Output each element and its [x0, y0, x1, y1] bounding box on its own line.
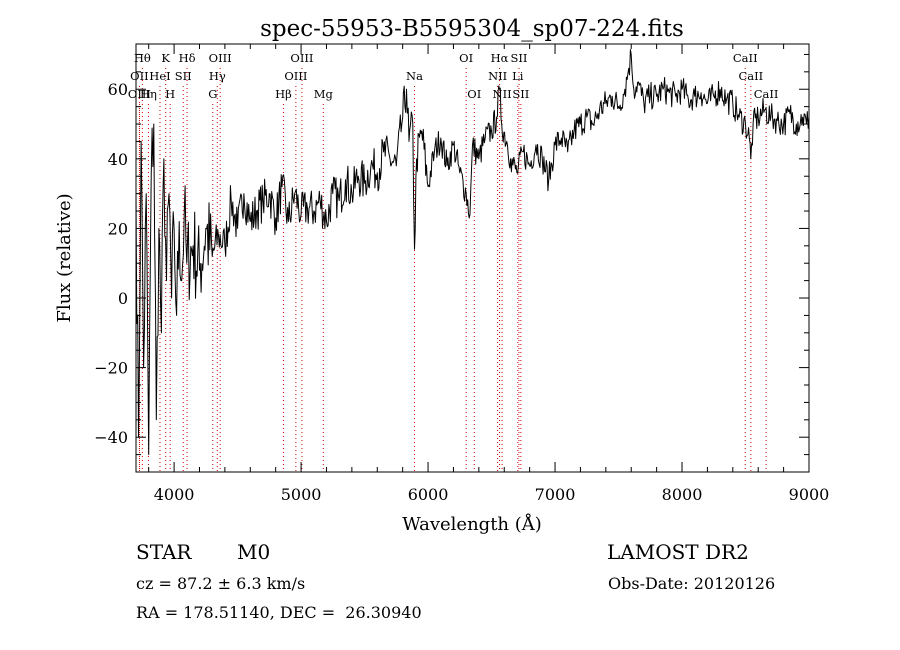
spectral-line-label: OII	[130, 69, 149, 83]
spectral-line-label: OI	[467, 87, 481, 101]
y-tick-label: −40	[94, 428, 128, 447]
spectral-line-label: CaII	[738, 69, 763, 83]
plot-frame	[135, 43, 810, 473]
x-tick-label: 8000	[662, 485, 703, 504]
spectral-line-label: Na	[406, 69, 423, 83]
spectral-line-label: HeI	[149, 69, 170, 83]
y-tick-label: 60	[108, 80, 128, 99]
spectral-line-label: H	[165, 87, 175, 101]
spectral-line-label: SII	[510, 51, 527, 65]
y-tick-label: 40	[108, 150, 128, 169]
spectral-line-label: NII	[488, 69, 507, 83]
star-subclass-label: M0	[237, 540, 271, 564]
spectral-line-label: SII	[512, 87, 529, 101]
y-axis-ticks: −40 −20 0 20 40 60	[94, 53, 809, 473]
x-tick-label: 7000	[535, 485, 576, 504]
spectral-line-label: Hγ	[209, 69, 226, 83]
x-tick-label: 5000	[281, 485, 322, 504]
spectral-line-label: G	[208, 87, 217, 101]
spectral-line-label: CaII	[733, 51, 758, 65]
spectrum-series	[135, 49, 810, 456]
x-tick-label: 6000	[408, 485, 449, 504]
spectral-line-label: Mg	[314, 87, 334, 101]
x-tick-label: 9000	[789, 485, 830, 504]
spectral-line-label: OI	[459, 51, 473, 65]
y-tick-label: 0	[118, 289, 128, 308]
star-class-label: STAR	[136, 540, 192, 564]
survey-label: LAMOST DR2	[607, 540, 749, 564]
spectral-line-label: Hδ	[179, 51, 196, 65]
spectral-line-label: Hα	[491, 51, 509, 65]
y-tick-label: −20	[94, 359, 128, 378]
spectral-line-label: NII	[493, 87, 512, 101]
x-tick-label: 4000	[154, 485, 195, 504]
chart-title: spec-55953-B5595304_sp07-224.fits	[260, 16, 684, 42]
spectral-line-markers	[138, 68, 767, 472]
x-axis-label: Wavelength (Å)	[402, 513, 542, 535]
spectral-line-label: K	[161, 51, 170, 65]
spectrum-line	[135, 49, 810, 456]
spectral-line-label: Hθ	[134, 51, 151, 65]
spectral-line-label: Hη	[140, 87, 157, 101]
redshift-readout: cz = 87.2 ± 6.3 km/s	[136, 574, 306, 593]
spectral-line-label: OIII	[209, 51, 232, 65]
spectral-line-label: OIII	[128, 87, 151, 101]
spectral-line-label: Li	[512, 69, 524, 83]
spectral-line-label: OIII	[290, 51, 313, 65]
spectral-line-label: SII	[175, 69, 192, 83]
spectral-line-label: CaII	[754, 87, 779, 101]
y-tick-label: 20	[108, 219, 128, 238]
spectral-line-label: Hβ	[275, 87, 292, 101]
coordinates-readout: RA = 178.51140, DEC = 26.30940	[136, 603, 422, 622]
x-axis-ticks: 4000 5000 6000 7000 8000 9000	[148, 44, 830, 504]
y-axis-label: Flux (relative)	[54, 193, 75, 322]
obs-date-readout: Obs-Date: 20120126	[608, 574, 776, 593]
spectral-line-label: OIII	[284, 69, 307, 83]
